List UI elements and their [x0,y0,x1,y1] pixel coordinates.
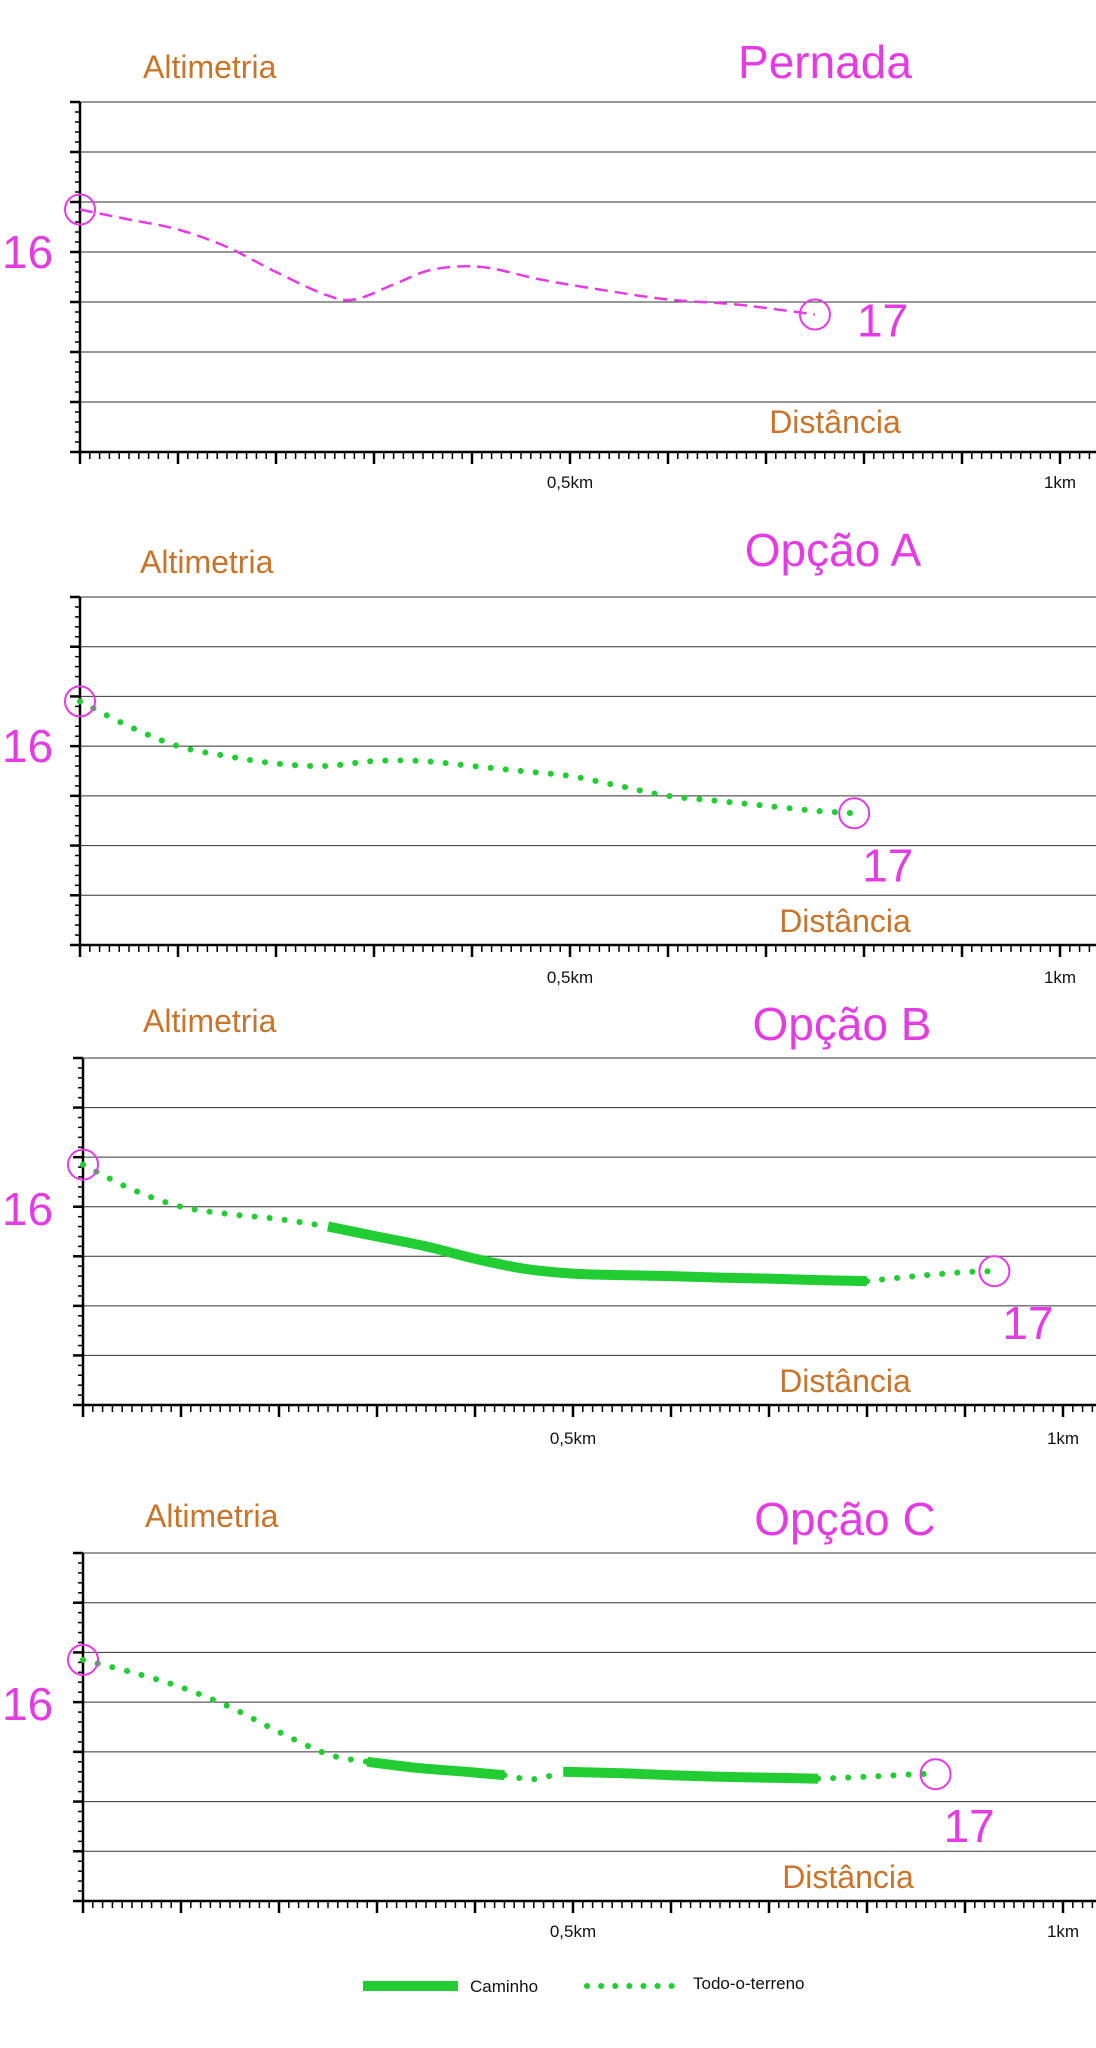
end-marker [838,797,871,830]
end-marker [799,298,831,331]
series-dotted-segment [77,698,858,817]
series-dotted-segment [864,1268,998,1285]
start-label: 16 [2,720,53,772]
legend-caminho-label: Caminho [470,1977,538,1996]
start-label: 16 [2,1183,53,1235]
end-marker [978,1255,1011,1288]
start-label: 16 [2,226,53,278]
x-tick-label: 1km [1047,1922,1079,1941]
series-dotted-segment [80,1161,331,1230]
end-label: 17 [944,1800,995,1852]
legend-todo-terreno-label: Todo-o-terreno [693,1974,805,1993]
panel-3: 0,5km 1km Altimetria Opção B Distância 16 17 [2,998,1096,1448]
start-marker [67,1148,99,1181]
series-dashed-segment [79,208,816,316]
x-tick-label: 1km [1044,473,1076,492]
start-marker [67,1643,99,1676]
x-tick-label: 0,5km [550,1429,596,1448]
y-axis-label: Altimetria [143,1003,277,1039]
x-tick-label: 1km [1044,968,1076,987]
end-label: 17 [1002,1297,1053,1349]
series-dotted-segment [815,1771,939,1782]
x-axis-label: Distância [779,903,911,939]
chart-title: Opção B [753,998,932,1050]
panel-1: 0,5km 1km Altimetria Pernada Distância 16 17 [2,36,1096,492]
legend: Caminho Todo-o-terreno [363,1974,805,1996]
y-axis-label: Altimetria [145,1498,279,1534]
x-axis-label: Distância [769,404,901,440]
x-tick-label: 0,5km [547,473,593,492]
end-label: 17 [862,839,913,891]
chart-title: Pernada [738,36,912,88]
x-tick-label: 0,5km [547,968,593,987]
series-dotted-segment [501,1768,567,1783]
start-marker [64,685,96,718]
series-solid-segment [366,1756,505,1781]
end-marker [919,1758,952,1791]
panel-4: 0,5km 1km Altimetria Opção C Distância 16 17 [2,1493,1096,1941]
x-axis-label: Distância [779,1363,911,1399]
series-solid-segment [326,1221,868,1287]
y-axis-label: Altimetria [140,544,274,580]
x-tick-label: 0,5km [550,1922,596,1941]
chart-title: Opção A [745,524,922,576]
panel-2: 0,5km 1km Altimetria Opção A Distância 16 17 [2,524,1096,987]
end-label: 17 [857,295,908,347]
series-dotted-segment [80,1656,371,1765]
chart-title: Opção C [754,1493,936,1545]
x-tick-label: 1km [1047,1429,1079,1448]
start-marker [64,193,96,226]
x-axis-label: Distância [782,1859,914,1895]
y-axis-label: Altimetria [143,49,277,85]
start-label: 16 [2,1678,53,1730]
series-solid-segment [563,1766,819,1784]
